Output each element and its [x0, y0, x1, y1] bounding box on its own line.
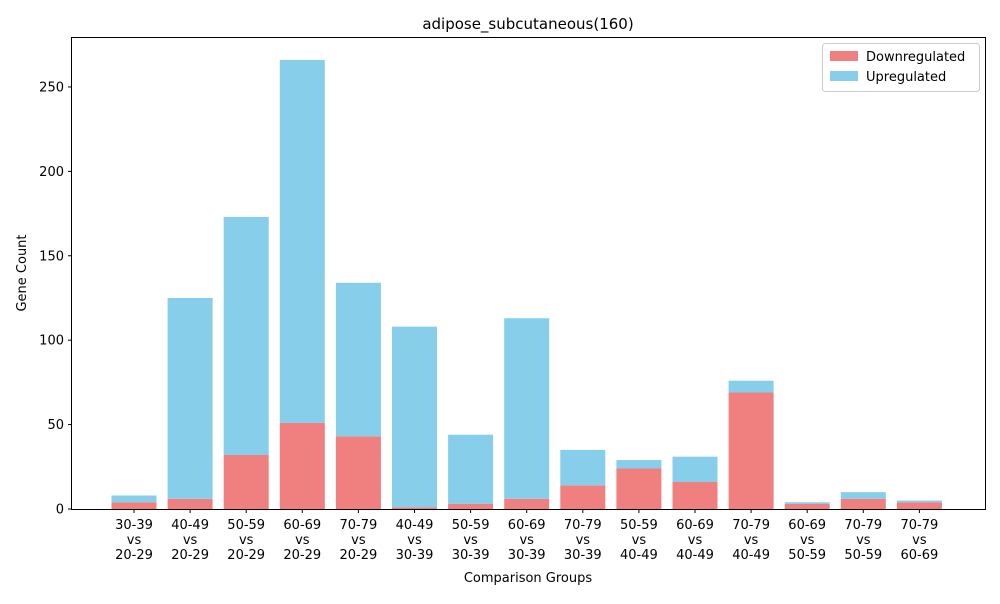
y-axis-label: Gene Count: [15, 234, 30, 311]
bar-downregulated-0: [111, 502, 157, 509]
x-tick-label: vs: [295, 533, 310, 548]
x-tick-label: 40-49: [676, 548, 714, 563]
bar-downregulated-12: [784, 503, 830, 509]
x-tick-label: 60-69: [901, 548, 939, 563]
x-tick-label: 60-69: [676, 518, 714, 533]
x-tick-label: vs: [744, 533, 759, 548]
x-tick-label: 40-49: [171, 518, 209, 533]
bar-upregulated-11: [728, 380, 774, 393]
x-tick-label: vs: [407, 533, 422, 548]
y-tick-label: 100: [39, 334, 64, 349]
y-tick-label: 150: [39, 249, 64, 264]
x-tick-label: vs: [239, 533, 254, 548]
x-tick-label: 70-79: [901, 518, 939, 533]
x-axis-label: Comparison Groups: [464, 571, 593, 586]
y-axis: 0 50 100 150 200 250: [39, 80, 72, 518]
x-tick-label: vs: [856, 533, 871, 548]
x-tick-label: vs: [688, 533, 703, 548]
x-tick-label: 60-69: [283, 518, 321, 533]
bar-upregulated-8: [560, 449, 606, 486]
x-tick-label: 40-49: [396, 518, 434, 533]
bar-upregulated-7: [504, 318, 550, 499]
bar-upregulated-5: [392, 326, 437, 508]
x-tick-label: 40-49: [732, 548, 770, 563]
x-tick-label: 30-39: [115, 518, 153, 533]
legend-label-downregulated: Downregulated: [866, 50, 965, 65]
bar-downregulated-1: [167, 498, 213, 509]
x-tick-label: 30-39: [452, 548, 490, 563]
x-tick-label: vs: [127, 533, 142, 548]
x-tick-label: 50-59: [620, 518, 658, 533]
x-tick-label: 60-69: [788, 518, 826, 533]
legend: Downregulated Upregulated: [822, 43, 980, 92]
x-tick-label: 50-59: [788, 548, 826, 563]
bar-upregulated-12: [784, 502, 830, 504]
legend-swatch-downregulated: [830, 51, 858, 61]
bar-upregulated-13: [840, 492, 886, 499]
x-tick-label: 50-59: [227, 518, 265, 533]
y-tick-label: 0: [56, 503, 64, 518]
x-tick-label: 30-39: [508, 548, 546, 563]
x-tick-label: 70-79: [732, 518, 770, 533]
x-tick-label: 50-59: [844, 548, 882, 563]
y-tick-label: 50: [47, 418, 64, 433]
x-tick-label: 30-39: [396, 548, 434, 563]
x-tick-label: 20-29: [283, 548, 321, 563]
x-tick-label: 40-49: [620, 548, 658, 563]
bar-downregulated-11: [728, 392, 774, 509]
x-tick-label: 60-69: [508, 518, 546, 533]
bar-upregulated-9: [616, 460, 662, 469]
x-tick-label: 70-79: [844, 518, 882, 533]
bar-upregulated-1: [167, 297, 213, 499]
x-tick-label: vs: [519, 533, 534, 548]
bar-upregulated-3: [279, 59, 325, 423]
bar-upregulated-0: [111, 495, 157, 503]
bar-upregulated-14: [896, 500, 942, 503]
x-tick-label: 70-79: [340, 518, 378, 533]
x-tick-label: 30-39: [564, 548, 602, 563]
x-tick-label: 50-59: [452, 518, 490, 533]
x-tick-label: vs: [632, 533, 647, 548]
x-tick-label: vs: [576, 533, 591, 548]
bars-layer: [111, 59, 942, 509]
bar-downregulated-13: [840, 498, 886, 509]
bar-upregulated-6: [448, 434, 494, 504]
bar-upregulated-4: [335, 282, 381, 437]
legend-label-upregulated: Upregulated: [866, 70, 946, 85]
x-tick-label: 20-29: [227, 548, 265, 563]
x-tick-label: 20-29: [171, 548, 209, 563]
bar-downregulated-4: [335, 436, 381, 509]
bar-upregulated-10: [672, 456, 718, 482]
bar-downregulated-10: [672, 481, 718, 509]
bar-downregulated-14: [896, 502, 942, 509]
x-tick-label: 70-79: [564, 518, 602, 533]
x-tick-label: vs: [800, 533, 815, 548]
x-axis: 30-39vs20-2940-49vs20-2950-59vs20-2960-6…: [115, 509, 938, 563]
legend-frame: [822, 43, 980, 92]
bar-downregulated-6: [448, 503, 494, 509]
x-tick-label: vs: [912, 533, 927, 548]
bar-downregulated-2: [223, 454, 269, 509]
bar-downregulated-5: [392, 507, 437, 509]
bar-upregulated-2: [223, 216, 269, 455]
bar-downregulated-8: [560, 485, 606, 509]
y-tick-label: 250: [39, 80, 64, 95]
x-tick-label: 20-29: [115, 548, 153, 563]
x-tick-label: vs: [183, 533, 198, 548]
y-tick-label: 200: [39, 165, 64, 180]
plot-frame: [71, 37, 986, 510]
bar-downregulated-9: [616, 468, 662, 509]
x-tick-label: 20-29: [340, 548, 378, 563]
bar-downregulated-3: [279, 422, 325, 509]
bar-downregulated-7: [504, 498, 550, 509]
chart-title: adipose_subcutaneous(160): [422, 15, 633, 34]
x-tick-label: vs: [463, 533, 478, 548]
x-tick-label: vs: [351, 533, 366, 548]
legend-swatch-upregulated: [830, 71, 858, 81]
